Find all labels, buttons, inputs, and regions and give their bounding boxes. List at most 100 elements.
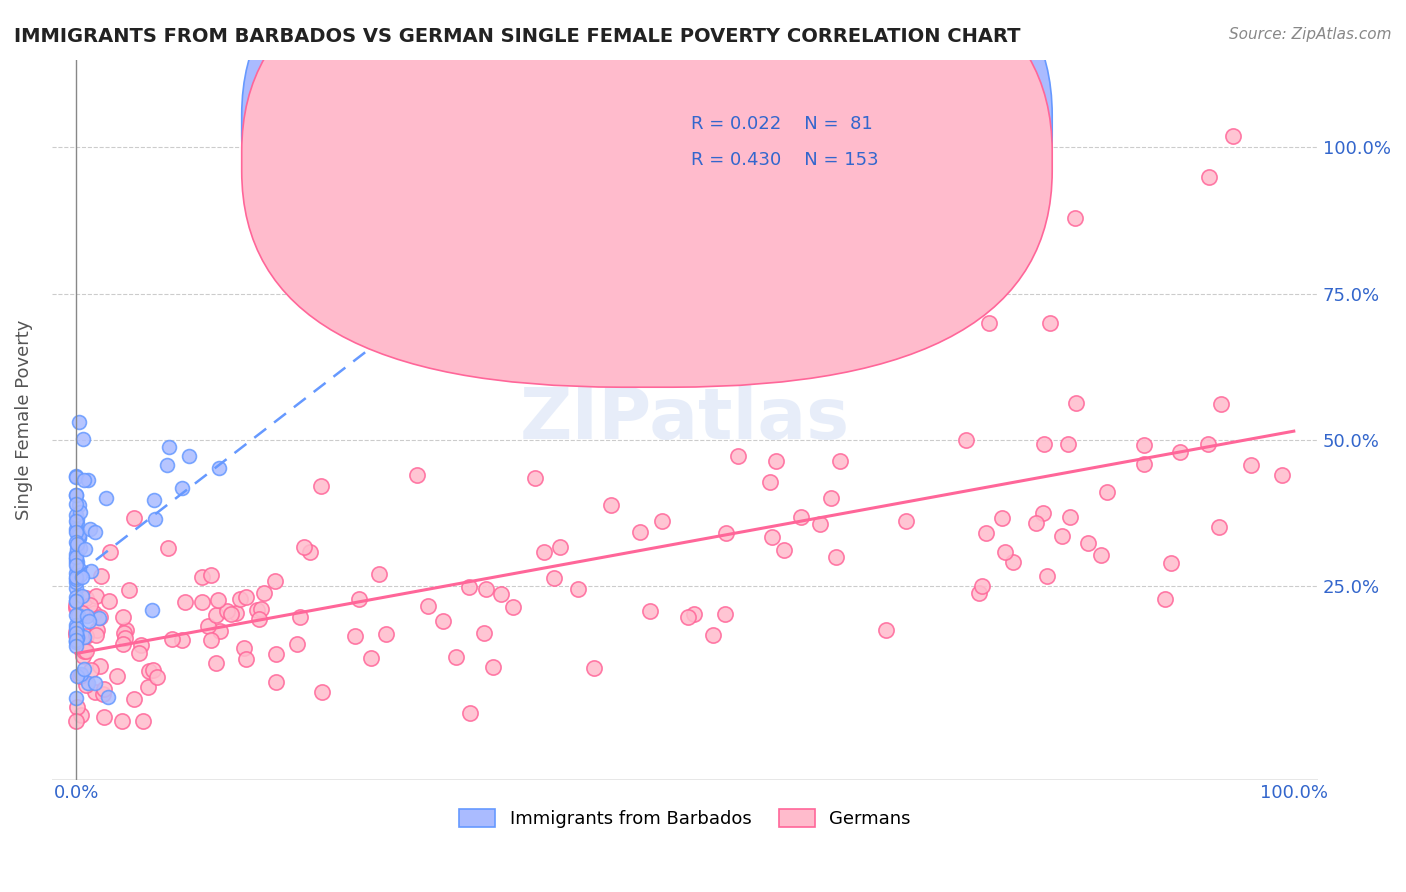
Point bbox=[105, 669, 128, 683]
Point bbox=[143, 512, 166, 526]
Point bbox=[1168, 445, 1191, 459]
Point bbox=[84, 524, 107, 539]
Point bbox=[1270, 468, 1292, 483]
Point bbox=[89, 658, 111, 673]
Point bbox=[1133, 438, 1156, 452]
Point bbox=[65, 558, 87, 572]
Point bbox=[790, 510, 813, 524]
Point bbox=[67, 530, 90, 544]
Point bbox=[235, 590, 257, 604]
Point bbox=[110, 714, 132, 728]
Point bbox=[205, 608, 228, 623]
Point bbox=[70, 707, 93, 722]
Point bbox=[65, 621, 87, 635]
Point bbox=[375, 627, 398, 641]
Point bbox=[221, 607, 243, 622]
Point bbox=[208, 461, 231, 475]
Text: ZIPatlas: ZIPatlas bbox=[520, 385, 851, 454]
Point bbox=[72, 662, 94, 676]
Legend: Immigrants from Barbados, Germans: Immigrants from Barbados, Germans bbox=[451, 802, 918, 836]
Point bbox=[67, 528, 90, 542]
FancyBboxPatch shape bbox=[596, 103, 1026, 200]
Point bbox=[69, 541, 91, 555]
Point bbox=[73, 473, 96, 487]
Point bbox=[208, 624, 231, 638]
Point bbox=[76, 609, 98, 624]
Point bbox=[76, 676, 98, 690]
Point bbox=[360, 650, 382, 665]
Point bbox=[160, 632, 183, 646]
Point bbox=[86, 590, 108, 604]
Point bbox=[830, 454, 852, 468]
Point bbox=[65, 601, 87, 615]
Point bbox=[1090, 549, 1112, 563]
Point bbox=[200, 632, 222, 647]
Point bbox=[713, 607, 735, 621]
Point bbox=[1160, 557, 1182, 571]
Point bbox=[65, 714, 87, 728]
Point bbox=[894, 514, 917, 528]
Point bbox=[93, 687, 115, 701]
Point bbox=[65, 525, 87, 540]
Point bbox=[457, 580, 479, 594]
Point bbox=[128, 646, 150, 660]
Point bbox=[217, 604, 239, 618]
Point bbox=[65, 594, 87, 608]
Point bbox=[1052, 529, 1074, 543]
Point bbox=[235, 651, 257, 665]
Point bbox=[266, 647, 288, 661]
FancyBboxPatch shape bbox=[242, 0, 1052, 351]
Point bbox=[69, 667, 91, 681]
Point bbox=[191, 595, 214, 609]
Point bbox=[65, 488, 87, 502]
Point bbox=[98, 594, 121, 608]
Point bbox=[65, 633, 87, 648]
Point bbox=[288, 610, 311, 624]
Point bbox=[65, 591, 87, 605]
Point bbox=[122, 510, 145, 524]
Point bbox=[77, 614, 100, 628]
Point bbox=[98, 544, 121, 558]
Point bbox=[481, 660, 503, 674]
Point bbox=[65, 487, 87, 501]
Point bbox=[502, 600, 524, 615]
Point bbox=[69, 568, 91, 582]
Point bbox=[65, 508, 87, 523]
Point bbox=[93, 710, 115, 724]
Point bbox=[73, 644, 96, 658]
Point bbox=[146, 670, 169, 684]
Text: IMMIGRANTS FROM BARBADOS VS GERMAN SINGLE FEMALE POVERTY CORRELATION CHART: IMMIGRANTS FROM BARBADOS VS GERMAN SINGL… bbox=[14, 27, 1021, 45]
Point bbox=[65, 625, 87, 640]
Point bbox=[79, 599, 101, 613]
Point bbox=[65, 639, 87, 653]
Point bbox=[65, 566, 87, 581]
Point bbox=[1057, 436, 1080, 450]
Point bbox=[174, 594, 197, 608]
Point bbox=[65, 469, 87, 483]
Point bbox=[1063, 211, 1085, 225]
Point bbox=[70, 606, 93, 620]
Point bbox=[142, 492, 165, 507]
Point bbox=[114, 632, 136, 646]
Point bbox=[249, 602, 271, 616]
Point bbox=[229, 591, 252, 606]
Point bbox=[65, 549, 87, 564]
Point bbox=[347, 592, 370, 607]
Point bbox=[65, 547, 87, 561]
Point bbox=[416, 599, 439, 614]
Point bbox=[640, 605, 662, 619]
Point bbox=[65, 497, 87, 511]
Point bbox=[75, 591, 97, 606]
Point bbox=[65, 598, 87, 612]
Point bbox=[344, 629, 367, 643]
Point bbox=[90, 569, 112, 583]
Point bbox=[264, 675, 287, 690]
Point bbox=[65, 628, 87, 642]
Point bbox=[97, 690, 120, 704]
Text: Source: ZipAtlas.com: Source: ZipAtlas.com bbox=[1229, 27, 1392, 42]
Point bbox=[583, 660, 606, 674]
Point bbox=[967, 586, 990, 600]
Y-axis label: Single Female Poverty: Single Female Poverty bbox=[15, 319, 32, 520]
Point bbox=[138, 664, 160, 678]
Point bbox=[65, 522, 87, 536]
